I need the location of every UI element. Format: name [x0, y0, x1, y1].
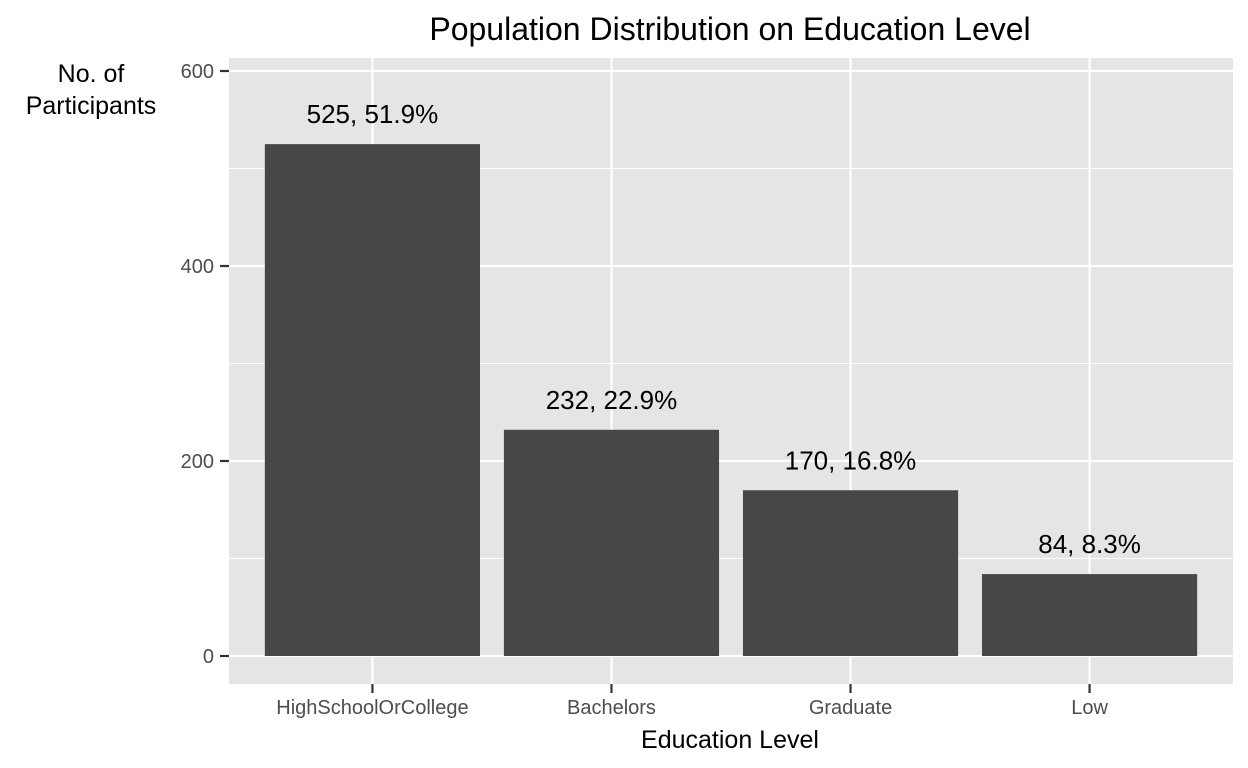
y-tick-label: 0 — [203, 646, 214, 668]
chart-title: Population Distribution on Education Lev… — [429, 11, 1030, 47]
x-tick-label: Graduate — [809, 697, 892, 719]
axes: 0 200 400 600 HighSchoolOrCollege Bachelors Gr… — [181, 61, 1109, 719]
x-tick-label: Low — [1071, 697, 1108, 719]
data-label: 84, 8.3% — [1038, 529, 1141, 559]
y-axis-title-line-1: No. of — [58, 60, 125, 88]
data-label: 232, 22.9% — [546, 385, 678, 415]
bar — [742, 490, 959, 656]
data-label: 170, 16.8% — [785, 445, 917, 475]
data-label: 525, 51.9% — [307, 99, 439, 129]
bar — [982, 574, 1198, 656]
bars — [264, 144, 1198, 656]
bar — [503, 429, 720, 656]
x-axis-title: Education Level — [641, 726, 819, 754]
y-tick-label: 400 — [181, 256, 214, 278]
y-tick-label: 600 — [181, 61, 214, 83]
x-tick-label: Bachelors — [567, 697, 656, 719]
data-labels: 525, 51.9% 232, 22.9% 170, 16.8% 84, 8.3% — [307, 99, 1141, 559]
bar — [264, 144, 480, 656]
y-tick-label: 200 — [181, 451, 214, 473]
y-axis-title-line-2: Participants — [26, 92, 157, 120]
x-tick-label: HighSchoolOrCollege — [276, 697, 468, 719]
